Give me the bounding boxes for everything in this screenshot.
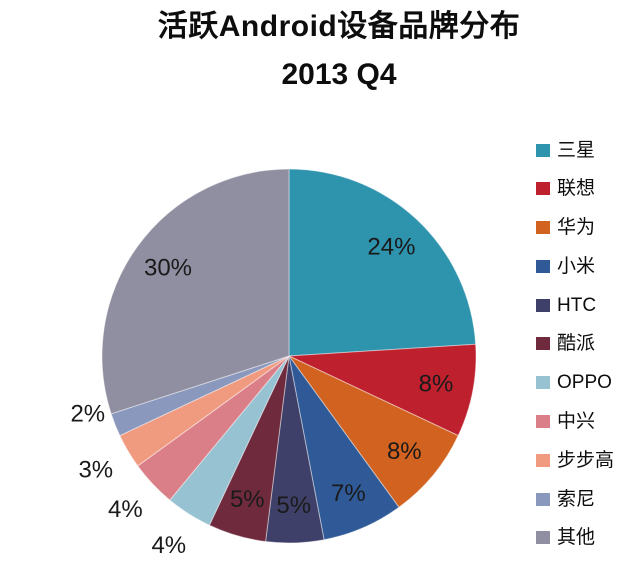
legend-swatch-icon [536, 298, 550, 312]
pie-slice-中兴 [137, 355, 290, 501]
legend-label: 小米 [557, 255, 596, 277]
legend-label: 联想 [557, 178, 596, 200]
legend-swatch-icon [536, 337, 550, 351]
chart-subtitle: 2013 Q4 [281, 58, 397, 91]
legend-label: 酷派 [557, 333, 596, 355]
pie-label-小米: 7% [331, 480, 366, 507]
legend-item-华为: 华为 [536, 218, 614, 238]
legend-label: HTC [557, 294, 597, 316]
pie-label-步步高: 3% [78, 457, 113, 484]
pie-slice-华为 [288, 355, 459, 508]
legend: 三星联想华为小米 HTC 酷派 OPPO 中兴步步高索尼其他 [536, 140, 614, 567]
legend-item-酷派: 酷派 [536, 334, 614, 354]
pie-label-酷派: 5% [230, 486, 265, 513]
legend-label: 索尼 [557, 488, 596, 510]
legend-swatch-icon [536, 492, 550, 506]
pie-label-中兴: 4% [108, 496, 143, 523]
legend-swatch-icon [536, 143, 550, 157]
chart-title: 活跃Android设备品牌分布 [157, 10, 521, 43]
legend-label: 其他 [557, 527, 596, 549]
legend-label: 中兴 [557, 411, 596, 433]
pie-slice-小米 [288, 355, 400, 541]
legend-swatch-icon [536, 376, 550, 390]
legend-item-步步高: 步步高 [536, 450, 614, 470]
pie-label-HTC: 5% [276, 492, 311, 519]
pie-slice-OPPO [169, 355, 290, 526]
pie-label-联想: 8% [419, 371, 454, 398]
legend-item-索尼: 索尼 [536, 489, 614, 509]
legend-label: 三星 [557, 139, 596, 161]
legend-swatch-icon [536, 259, 550, 273]
legend-label: 华为 [557, 217, 596, 239]
chart-header: 活跃Android设备品牌分布 2013 Q4 [0, 0, 642, 93]
pie-slice-三星 [288, 168, 477, 357]
legend-item-小米: 小米 [536, 256, 614, 276]
pie-slice-步步高 [119, 355, 290, 467]
legend-item-HTC: HTC [536, 295, 614, 315]
legend-item-联想: 联想 [536, 179, 614, 199]
pie-slice-其他 [101, 168, 290, 415]
legend-label: OPPO [557, 372, 612, 394]
pie-slice-联想 [288, 343, 477, 437]
pie-slice-HTC [265, 355, 325, 544]
legend-item-其他: 其他 [536, 528, 614, 548]
legend-item-三星: 三星 [536, 140, 614, 160]
legend-swatch-icon [536, 453, 550, 467]
legend-swatch-icon [536, 415, 550, 429]
legend-item-中兴: 中兴 [536, 412, 614, 432]
pie-slice-酷派 [208, 355, 290, 543]
legend-label: 步步高 [557, 449, 615, 471]
pie-label-华为: 8% [387, 438, 422, 465]
legend-swatch-icon [536, 182, 550, 196]
pie-label-索尼: 2% [70, 401, 105, 428]
legend-swatch-icon [536, 531, 550, 545]
pie-label-其他: 30% [144, 255, 192, 282]
legend-item-OPPO: OPPO [536, 373, 614, 393]
pie-slice-索尼 [110, 355, 290, 437]
pie-label-OPPO: 4% [151, 532, 186, 559]
legend-swatch-icon [536, 221, 550, 235]
pie-label-三星: 24% [367, 233, 415, 260]
